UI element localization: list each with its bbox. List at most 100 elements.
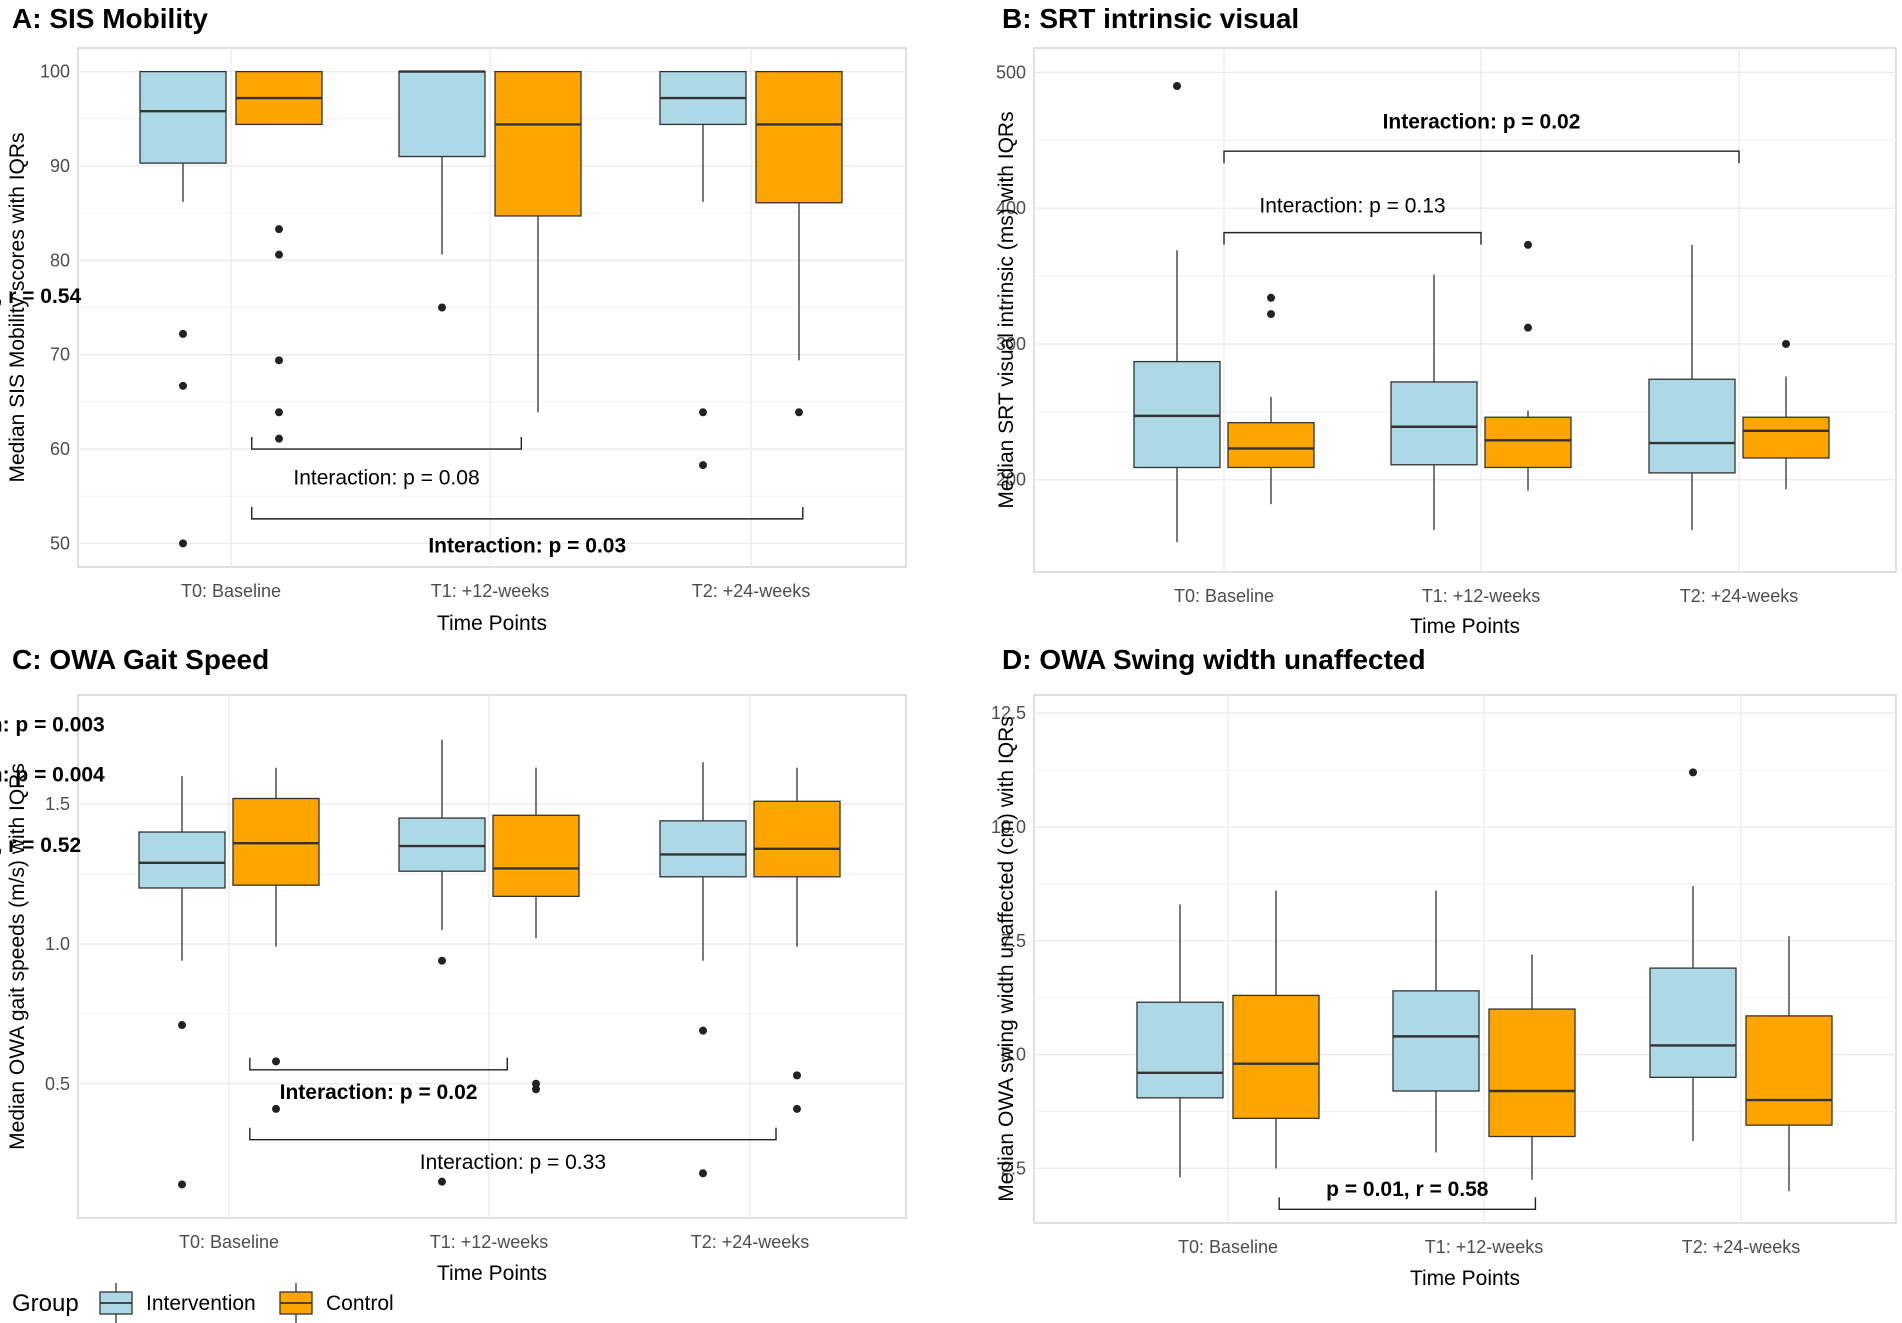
- box-control: [1232, 890, 1320, 1169]
- outlier-point: [275, 225, 283, 234]
- panel-title: D: OWA Swing width unaffected: [1002, 644, 1426, 675]
- outlier-point: [1689, 768, 1697, 777]
- panel-a: 50 60 70 80 90 100 p = 0.01, r = 0.54 Interacti…: [0, 3, 907, 635]
- y-tick-label: 100: [40, 62, 70, 82]
- significance-bracket: [1223, 231, 1482, 245]
- y-tick-label: 10.0: [991, 817, 1026, 837]
- outlier-point: [438, 303, 446, 312]
- panel-title: A: SIS Mobility: [12, 3, 208, 34]
- iqr-box: [1136, 1001, 1224, 1099]
- annotation-label: p = 0.01, r = 0.58: [1326, 1178, 1489, 1201]
- outlier-point: [793, 1071, 801, 1080]
- x-axis-title: Time Points: [437, 612, 547, 635]
- iqr-box: [1488, 1008, 1576, 1138]
- x-tick-label: T0: Baseline: [1178, 1237, 1278, 1257]
- box-intervention: [139, 70, 227, 548]
- outlier-point: [178, 1180, 186, 1189]
- panel-c: 0.5 1.0 1.5 Interaction: p = 0.02 Interactio…: [6, 644, 907, 1285]
- y-tick-label: 50: [50, 533, 70, 553]
- outlier-point: [699, 1169, 707, 1178]
- y-tick-label: 12.5: [991, 703, 1026, 723]
- y-tick-label: 200: [996, 470, 1026, 490]
- significance-annotation: p = 0.01, r = 0.54: [0, 285, 81, 308]
- x-tick-label: T2: +24-weeks: [692, 581, 811, 601]
- iqr-box: [1648, 378, 1736, 474]
- annotation-label: p = 0.01, r = 0.52: [0, 834, 81, 857]
- annotation-label: Interaction: p = 0.004: [0, 764, 105, 787]
- panel-border: [1033, 47, 1897, 573]
- outlier-point: [699, 1026, 707, 1035]
- significance-bracket: [249, 1057, 508, 1071]
- box-control: [753, 767, 841, 1113]
- outlier-point: [1524, 240, 1532, 249]
- y-tick-label: 90: [50, 156, 70, 176]
- x-axis-title: Time Points: [1410, 615, 1520, 638]
- box-intervention: [1648, 244, 1736, 530]
- annotation-label: Interaction: p = 0.33: [420, 1151, 606, 1174]
- box-control: [494, 70, 582, 413]
- legend-label: Intervention: [146, 1292, 256, 1315]
- x-tick-label: T1: +12-weeks: [1425, 1237, 1544, 1257]
- panel-b: 200 300 400 500 Interaction: p = 0.02 Interac…: [995, 3, 1897, 638]
- box-intervention: [138, 776, 226, 1189]
- outlier-point: [275, 434, 283, 443]
- box-intervention: [1649, 768, 1737, 1142]
- significance-annotation: Interaction: p = 0.004: [0, 764, 105, 787]
- y-tick-label: 400: [996, 198, 1026, 218]
- outlier-point: [699, 408, 707, 417]
- x-tick-label: T0: Baseline: [1174, 586, 1274, 606]
- y-tick-label: 0.5: [45, 1074, 70, 1094]
- significance-bracket: [1223, 150, 1740, 164]
- outlier-point: [272, 1104, 280, 1113]
- iqr-box: [139, 70, 227, 164]
- box-intervention: [398, 739, 486, 1186]
- iqr-box: [232, 797, 320, 886]
- significance-bracket: [1278, 1197, 1537, 1211]
- iqr-box: [755, 70, 843, 204]
- panel-title: B: SRT intrinsic visual: [1002, 3, 1299, 34]
- box-control: [1742, 339, 1830, 490]
- outlier-point: [275, 408, 283, 417]
- significance-annotation: Interaction: p = 0.02: [1223, 110, 1740, 164]
- iqr-box: [1484, 416, 1572, 469]
- iqr-box: [494, 70, 582, 217]
- box-control: [492, 767, 580, 1094]
- annotation-label: Interaction: p = 0.03: [428, 534, 626, 557]
- significance-bracket: [251, 437, 523, 450]
- outlier-point: [1267, 310, 1275, 319]
- legend-key-intervention: [99, 1283, 133, 1323]
- x-axis-title: Time Points: [437, 1262, 547, 1285]
- x-tick-label: T0: Baseline: [179, 1232, 279, 1252]
- y-tick-label: 60: [50, 439, 70, 459]
- annotation-label: Interaction: p = 0.02: [280, 1081, 478, 1104]
- y-axis-title: Median SIS Mobility scores with IQRs: [6, 132, 29, 482]
- significance-annotation: Interaction: p = 0.33: [249, 1127, 777, 1174]
- significance-annotation: p = 0.01, r = 0.58: [1278, 1178, 1537, 1211]
- outlier-point: [1267, 293, 1275, 302]
- y-axis-title: Median OWA swing width unaffected (cm) w…: [995, 716, 1018, 1202]
- box-control: [1227, 293, 1315, 505]
- outlier-point: [532, 1079, 540, 1088]
- outlier-point: [438, 956, 446, 965]
- box-intervention: [1392, 890, 1480, 1153]
- box-intervention: [659, 70, 747, 470]
- y-axis-title: Median SRT visual intrinsic (ms) with IQ…: [995, 111, 1018, 508]
- box-control: [1488, 954, 1576, 1180]
- significance-annotation: Interaction: p = 0.02: [249, 1057, 508, 1104]
- iqr-box: [1232, 994, 1320, 1119]
- significance-annotation: Interaction: p = 0.03: [251, 506, 804, 557]
- iqr-box: [1390, 381, 1478, 466]
- y-tick-label: 2.5: [1001, 1158, 1026, 1178]
- x-tick-label: T2: +24-weeks: [1682, 1237, 1801, 1257]
- annotation-label: Interaction: p = 0.02: [1383, 110, 1581, 133]
- panel-border: [77, 694, 907, 1219]
- outlier-point: [179, 381, 187, 390]
- box-intervention: [398, 70, 486, 312]
- panel-border: [1033, 694, 1897, 1224]
- iqr-box: [1133, 360, 1221, 469]
- y-tick-label: 5.0: [1001, 1045, 1026, 1065]
- x-tick-label: T1: +12-weeks: [1422, 586, 1541, 606]
- outlier-point: [795, 408, 803, 417]
- box-intervention: [1390, 274, 1478, 530]
- x-tick-label: T2: +24-weeks: [1680, 586, 1799, 606]
